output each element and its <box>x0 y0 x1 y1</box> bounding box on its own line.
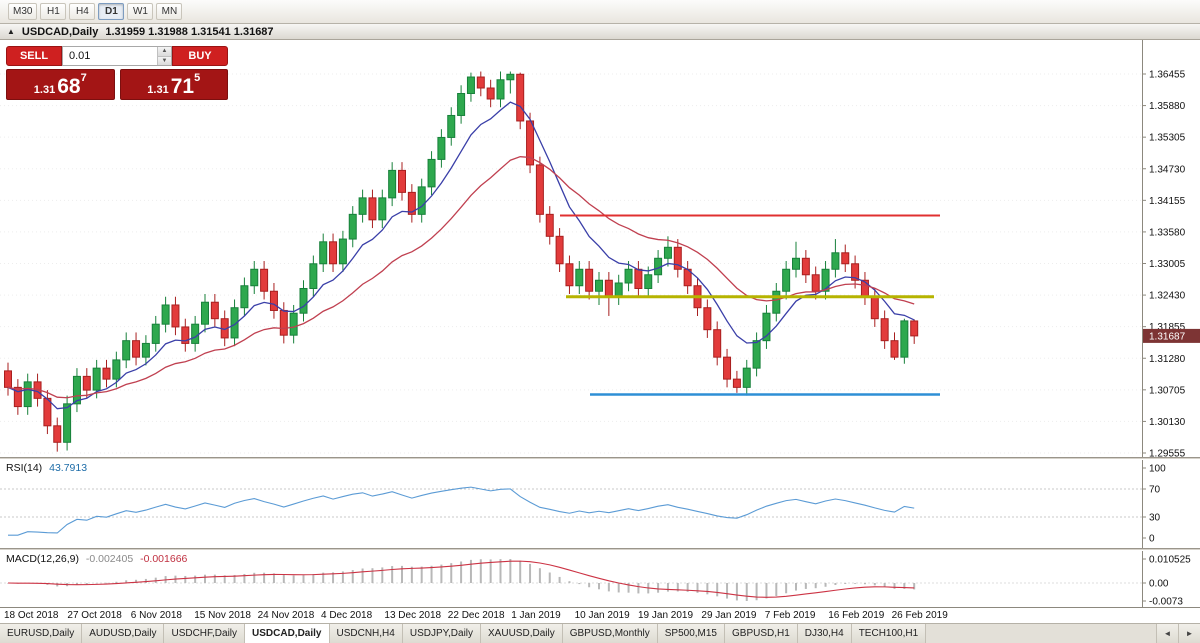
svg-text:1.31280: 1.31280 <box>1149 354 1186 365</box>
date-label: 13 Dec 2018 <box>384 610 442 621</box>
panel-splitter[interactable] <box>0 457 1200 460</box>
rsi-chart[interactable]: 100 70 30 0 <box>0 460 1200 548</box>
sell-button[interactable]: SELL <box>6 46 62 66</box>
date-label: 10 Jan 2019 <box>574 610 630 621</box>
date-label: 16 Feb 2019 <box>828 610 885 621</box>
chart-tab-usdchf-daily[interactable]: USDCHF,Daily <box>164 624 246 643</box>
svg-text:1.35305: 1.35305 <box>1149 133 1186 144</box>
date-label: 6 Nov 2018 <box>130 610 182 621</box>
date-label: 29 Jan 2019 <box>701 610 757 621</box>
svg-text:1.35880: 1.35880 <box>1149 101 1186 112</box>
date-label: 7 Feb 2019 <box>764 610 816 621</box>
bid-price-pips: 68 <box>57 75 81 98</box>
time-axis[interactable]: 18 Oct 2018 27 Oct 2018 6 Nov 2018 15 Nov 2… <box>0 607 1200 623</box>
svg-text:1.33005: 1.33005 <box>1149 259 1186 270</box>
svg-text:1.34155: 1.34155 <box>1149 196 1186 207</box>
timeframe-button-mn[interactable]: MN <box>156 3 183 20</box>
bid-price-box[interactable]: 1.31 68 7 <box>6 69 115 100</box>
date-label: 18 Oct 2018 <box>4 610 59 621</box>
timeframe-button-w1[interactable]: W1 <box>127 3 154 20</box>
svg-text:1.29555: 1.29555 <box>1149 449 1186 458</box>
svg-text:0.010525: 0.010525 <box>1149 555 1191 566</box>
timeframe-button-h1[interactable]: H1 <box>40 3 67 20</box>
macd-signal-value: -0.001666 <box>140 553 188 565</box>
chart-tab-gbpusd-monthly[interactable]: GBPUSD,Monthly <box>562 624 658 643</box>
date-label: 27 Oct 2018 <box>67 610 122 621</box>
rsi-panel: 100 70 30 0 RSI(14) 43.7913 <box>0 460 1200 548</box>
chart-tab-dj30-h4[interactable]: DJ30,H4 <box>797 624 852 643</box>
lot-decrease-icon[interactable]: ▼ <box>158 56 171 65</box>
chart-tab-gbpusd-h1[interactable]: GBPUSD,H1 <box>725 624 798 643</box>
chart-titlebar: ▲ USDCAD,Daily 1.31959 1.31988 1.31541 1… <box>0 24 1200 40</box>
tabs-scroll-right-icon[interactable]: ► <box>1178 624 1200 643</box>
date-label: 26 Feb 2019 <box>891 610 948 621</box>
timeframe-button-d1[interactable]: D1 <box>98 3 125 20</box>
svg-text:100: 100 <box>1149 464 1166 475</box>
timeframe-button-m30[interactable]: M30 <box>8 3 38 20</box>
lot-size-stepper[interactable]: 0.01 ▲ ▼ <box>62 46 172 66</box>
lot-increase-icon[interactable]: ▲ <box>158 47 171 57</box>
rsi-indicator-name: RSI(14) <box>6 462 43 474</box>
svg-text:1.30705: 1.30705 <box>1149 385 1186 396</box>
svg-text:1.31855: 1.31855 <box>1149 322 1186 333</box>
ask-price-box[interactable]: 1.31 71 5 <box>119 69 228 100</box>
collapse-chart-icon[interactable]: ▲ <box>7 27 15 36</box>
chart-tab-usdcnh-h4[interactable]: USDCNH,H4 <box>329 624 403 643</box>
date-label: 1 Jan 2019 <box>511 610 561 621</box>
ask-price-point: 5 <box>194 72 201 84</box>
panel-splitter[interactable] <box>0 548 1200 551</box>
svg-text:1.31687: 1.31687 <box>1149 331 1186 342</box>
date-label: 4 Dec 2018 <box>321 610 373 621</box>
lot-size-arrows: ▲ ▼ <box>157 47 171 65</box>
svg-text:0.00: 0.00 <box>1149 579 1169 590</box>
bid-price-prefix: 1.31 <box>33 84 56 96</box>
svg-text:-0.0073: -0.0073 <box>1149 597 1183 608</box>
macd-panel: 0.010525 0.00 -0.0073 MACD(12,26,9) -0.002… <box>0 551 1200 607</box>
ask-price-prefix: 1.31 <box>147 84 169 96</box>
date-label: 19 Jan 2019 <box>638 610 694 621</box>
timeframe-button-h4[interactable]: H4 <box>69 3 96 20</box>
chart-title-ohlc: 1.31959 1.31988 1.31541 1.31687 <box>105 25 274 38</box>
svg-text:1.36455: 1.36455 <box>1149 70 1186 81</box>
chart-title-symbol: USDCAD,Daily <box>21 25 99 38</box>
svg-text:70: 70 <box>1149 485 1161 496</box>
main-chart-area: 1.36455 1.35880 1.35305 1.34730 1.34155 1.335… <box>0 40 1200 457</box>
chart-tab-xauusd-daily[interactable]: XAUUSD,Daily <box>481 624 563 643</box>
svg-text:30: 30 <box>1149 513 1161 524</box>
svg-text:0: 0 <box>1149 534 1155 545</box>
chart-tab-eurusd-daily[interactable]: EURUSD,Daily <box>0 624 83 643</box>
chart-tab-usdcad-daily[interactable]: USDCAD,Daily <box>245 624 330 643</box>
svg-text:1.30130: 1.30130 <box>1149 417 1186 428</box>
chart-tab-audusd-daily[interactable]: AUDUSD,Daily <box>82 624 165 643</box>
svg-text:1.34730: 1.34730 <box>1149 164 1186 175</box>
bid-price-point: 7 <box>80 72 87 84</box>
tabs-scroll-left-icon[interactable]: ◄ <box>1156 624 1178 643</box>
date-label: 22 Dec 2018 <box>447 610 505 621</box>
chart-tab-sp500-m15[interactable]: SP500,M15 <box>657 624 725 643</box>
svg-text:1.33580: 1.33580 <box>1149 227 1186 238</box>
candlestick-chart[interactable]: 1.36455 1.35880 1.35305 1.34730 1.34155 1.335… <box>0 40 1200 457</box>
macd-chart[interactable]: 0.010525 0.00 -0.0073 <box>0 551 1200 607</box>
buy-button[interactable]: BUY <box>172 46 228 66</box>
chart-tab-tech100-h1[interactable]: TECH100,H1 <box>851 624 927 643</box>
rsi-current-value: 43.7913 <box>49 462 88 474</box>
tabs-scroll-arrows: ◄ ► <box>1156 624 1200 643</box>
lot-size-value[interactable]: 0.01 <box>69 50 91 62</box>
date-label: 15 Nov 2018 <box>194 610 251 621</box>
chart-tabs-bar: EURUSD,Daily AUDUSD,Daily USDCHF,Daily USDC… <box>0 623 1200 643</box>
one-click-trading-panel: SELL 0.01 ▲ ▼ BUY 1.31 68 7 1.31 <box>6 46 228 100</box>
macd-indicator-name: MACD(12,26,9) <box>6 553 79 565</box>
macd-label: MACD(12,26,9) -0.002405 -0.001666 <box>6 553 187 565</box>
timeframe-toolbar: M30 H1 H4 D1 W1 MN <box>0 0 1200 24</box>
macd-main-value: -0.002405 <box>85 553 134 565</box>
svg-text:1.32430: 1.32430 <box>1149 291 1186 302</box>
date-label: 24 Nov 2018 <box>257 610 315 621</box>
ask-price-pips: 71 <box>170 75 195 98</box>
chart-tab-usdjpy-daily[interactable]: USDJPY,Daily <box>402 624 482 643</box>
rsi-label: RSI(14) 43.7913 <box>6 462 87 474</box>
